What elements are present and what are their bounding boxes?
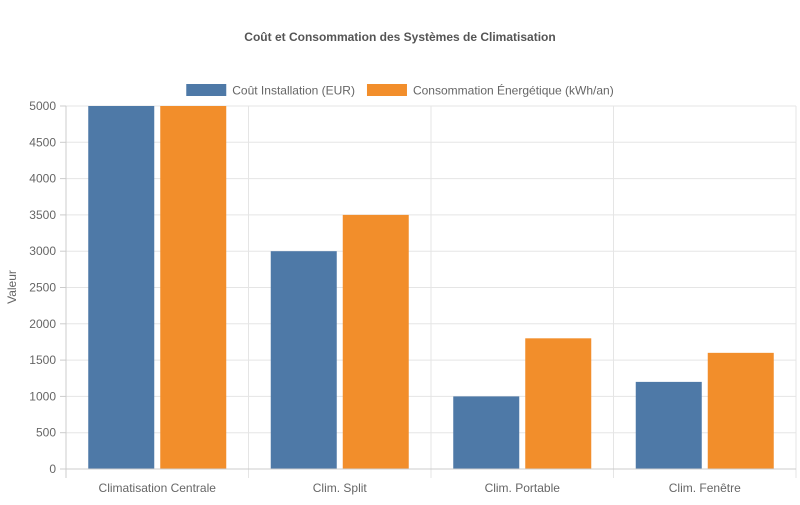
x-tick-label: Climatisation Centrale — [99, 481, 217, 495]
bar-consommation-3[interactable] — [707, 352, 774, 469]
legend-swatch-1[interactable] — [366, 84, 407, 96]
legend-label-1[interactable]: Consommation Énergétique (kWh/an) — [413, 83, 614, 98]
x-tick-label: Clim. Portable — [485, 481, 561, 495]
y-tick-label: 2500 — [29, 281, 56, 295]
y-tick-label: 3500 — [29, 208, 56, 222]
legend: Coût Installation (EUR) Consommation Éner… — [186, 83, 614, 98]
y-tick-label: 1000 — [29, 389, 56, 403]
y-tick-label: 4500 — [29, 135, 56, 149]
y-tick-label: 0 — [49, 462, 56, 476]
legend-label-0[interactable]: Coût Installation (EUR) — [232, 84, 355, 98]
bar-cout-1[interactable] — [270, 251, 337, 469]
y-tick-label: 1500 — [29, 353, 56, 367]
x-tick-label: Clim. Split — [313, 481, 368, 495]
chart-title: Coût et Consommation des Systèmes de Cli… — [244, 30, 555, 44]
bar-consommation-0[interactable] — [160, 106, 227, 469]
y-tick-label: 500 — [36, 426, 56, 440]
bar-cout-0[interactable] — [88, 106, 155, 469]
y-tick-labels: 0 500 1000 1500 2000 2500 3000 3500 4000 4500 5000 — [29, 99, 56, 476]
y-tick-label: 2000 — [29, 317, 56, 331]
y-axis-label: Valeur — [5, 270, 19, 304]
bar-consommation-2[interactable] — [525, 338, 592, 469]
axes — [60, 105, 796, 470]
y-tick-label: 5000 — [29, 99, 56, 113]
y-tick-label: 4000 — [29, 172, 56, 186]
bar-cout-2[interactable] — [453, 396, 520, 469]
legend-swatch-0[interactable] — [186, 84, 227, 96]
bars — [88, 106, 774, 469]
x-tick-labels: Climatisation Centrale Clim. Split Clim. P… — [99, 481, 742, 495]
bar-cout-3[interactable] — [635, 381, 702, 469]
bar-consommation-1[interactable] — [342, 214, 409, 469]
y-tick-label: 3000 — [29, 244, 56, 258]
x-tick-label: Clim. Fenêtre — [669, 481, 741, 495]
